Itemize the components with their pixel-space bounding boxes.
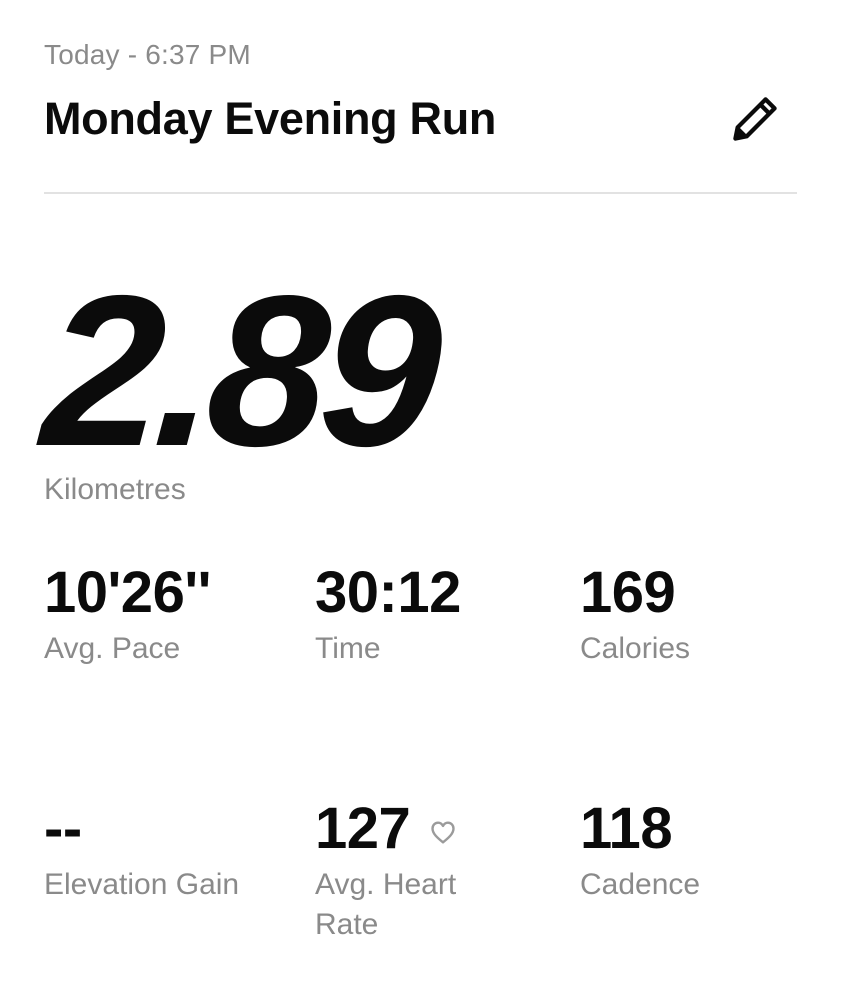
pencil-icon [728, 92, 782, 146]
stat-label: Cadence [580, 867, 701, 901]
stat-elevation-gain: -- Elevation Gain [44, 797, 315, 945]
primary-metric-unit: Kilometres [44, 473, 186, 507]
stat-label: Elevation Gain [44, 867, 240, 901]
stat-label: Avg. Pace [44, 631, 181, 665]
activity-date: Today - 6:37 PM [44, 39, 251, 70]
stat-calories: 169 Calories [580, 561, 797, 669]
title-row: Monday Evening Run [44, 88, 797, 150]
primary-metric-value: 2.89 [36, 249, 442, 491]
divider [44, 191, 797, 194]
stat-value: -- [44, 795, 82, 861]
stat-time: 30:12 Time [315, 561, 580, 669]
heart-outline-icon [426, 814, 460, 848]
stat-value: 30:12 [315, 560, 461, 626]
stat-avg-pace: 10'26'' Avg. Pace [44, 561, 315, 669]
stat-value: 118 [580, 795, 673, 861]
edit-title-button[interactable] [727, 91, 783, 147]
stat-value: 127 [315, 795, 411, 861]
stat-value-with-icon: 127 [315, 797, 580, 861]
stats-grid: 10'26'' Avg. Pace 30:12 Time 169 Calorie… [44, 561, 797, 945]
stat-label: Calories [580, 631, 691, 665]
stat-cadence: 118 Cadence [580, 797, 797, 945]
stat-label: Avg. Heart Rate [315, 867, 457, 941]
stat-value: 10'26'' [44, 560, 211, 626]
stat-avg-heart-rate: 127 Avg. Heart Rate [315, 797, 580, 945]
run-title: Monday Evening Run [44, 92, 497, 144]
stat-value: 169 [580, 560, 676, 626]
stat-label: Time [315, 631, 381, 665]
